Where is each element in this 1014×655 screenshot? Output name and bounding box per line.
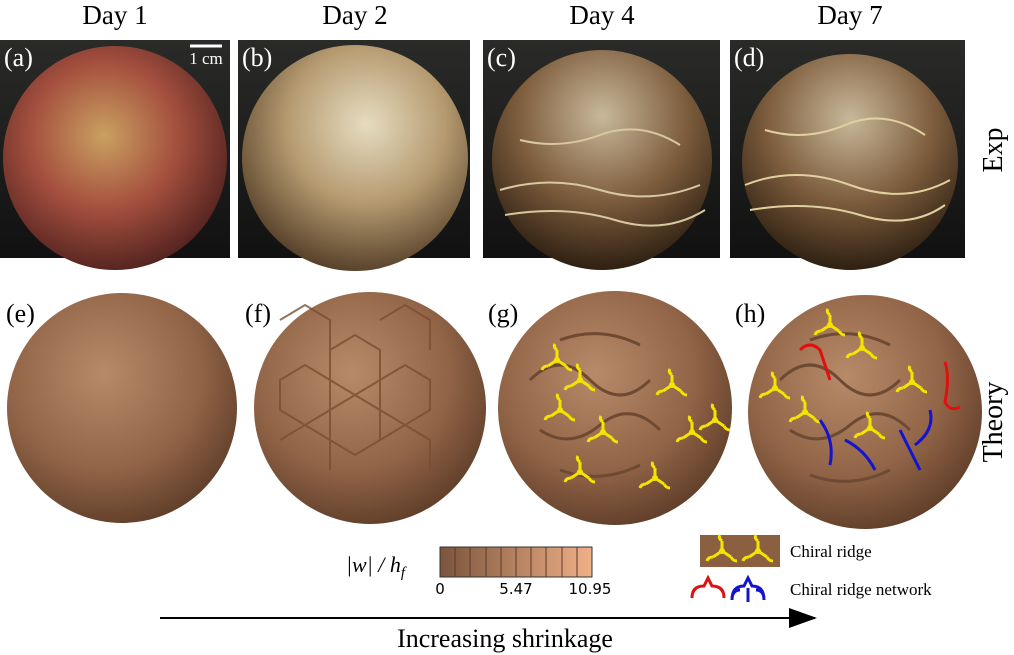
day-label: Day 1 <box>82 0 147 30</box>
colorbar-tick: 5.47 <box>499 580 532 598</box>
colorbar: |w| / hf 0 5.47 10.95 <box>346 546 612 598</box>
panel-label: (b) <box>242 43 272 72</box>
colorbar-label-sub: f <box>401 565 407 581</box>
day-labels: Day 1 Day 2 Day 4 Day 7 <box>82 0 882 30</box>
sphere <box>748 295 982 529</box>
panel-label: (d) <box>734 43 764 72</box>
fruit <box>742 54 958 270</box>
colorbar-label: |w| / hf <box>346 552 407 581</box>
fruit <box>492 50 712 270</box>
panel-label: (e) <box>6 299 35 328</box>
scale-bar-label: 1 cm <box>189 49 223 68</box>
panel-label: (a) <box>4 43 33 72</box>
day-label: Day 2 <box>322 0 387 30</box>
legend-text: Chiral ridge network <box>790 580 932 599</box>
colorbar-label-main: |w| / h <box>346 552 401 577</box>
sphere <box>498 291 732 525</box>
photos: (a) (b) (c) (d) 1 cm <box>0 40 965 271</box>
colorbar-tick: 0 <box>435 580 445 598</box>
arrow-label: Increasing shrinkage <box>397 624 613 653</box>
simulations: (e) (f) (g) (h) <box>6 291 982 529</box>
panel-label: (f) <box>245 299 271 328</box>
day-label: Day 7 <box>817 0 882 30</box>
sphere <box>7 293 237 523</box>
day-label: Day 4 <box>569 0 635 30</box>
panel-label: (g) <box>488 299 518 328</box>
legend-swatch <box>700 535 780 567</box>
sphere <box>254 292 486 524</box>
panel-label: (c) <box>487 43 516 72</box>
fruit <box>242 45 468 271</box>
fruit <box>3 46 227 270</box>
legend: Chiral ridge Chiral ridge network <box>690 533 932 602</box>
colorbar-tick: 10.95 <box>569 580 612 598</box>
legend-text: Chiral ridge <box>790 542 872 561</box>
panel-label: (h) <box>735 299 765 328</box>
row-label: Exp <box>978 127 1009 172</box>
row-label: Theory <box>978 382 1009 463</box>
